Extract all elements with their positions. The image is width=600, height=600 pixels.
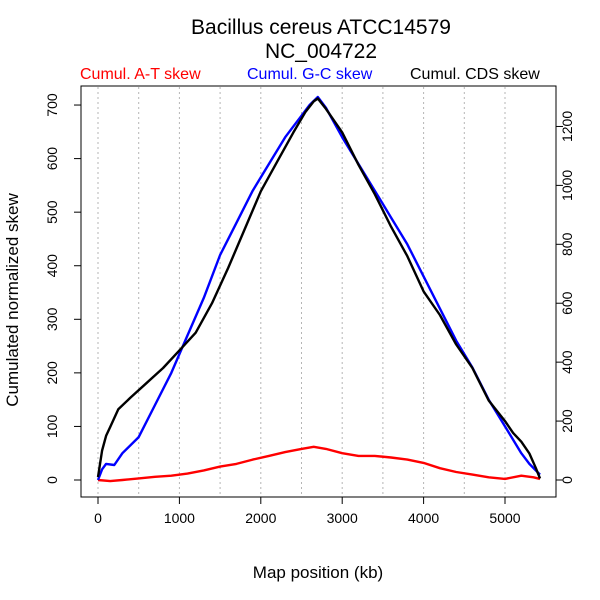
legend-gc-skew: Cumul. G-C skew bbox=[247, 66, 373, 83]
series-group bbox=[96, 95, 542, 483]
y-axis-left: 0 100 200 300 400 500 600 700 bbox=[44, 93, 81, 484]
grid-lines bbox=[97, 87, 506, 496]
x-tick-label: 5000 bbox=[489, 510, 520, 526]
y-right-tick-label: 400 bbox=[559, 350, 575, 374]
y-right-tick-label: 800 bbox=[559, 232, 575, 256]
at-skew-line bbox=[97, 445, 541, 483]
x-axis: 0 1000 2000 3000 4000 5000 bbox=[94, 497, 521, 526]
y-right-tick-label: 600 bbox=[559, 291, 575, 315]
y-left-tick-label: 500 bbox=[44, 200, 60, 224]
y-left-tick-label: 0 bbox=[44, 476, 60, 484]
cds-skew-line bbox=[96, 97, 542, 479]
y-left-tick-label: 300 bbox=[44, 307, 60, 331]
y-left-tick-label: 600 bbox=[44, 147, 60, 171]
y-left-tick-label: 200 bbox=[44, 361, 60, 385]
x-tick-label: 1000 bbox=[164, 510, 195, 526]
y-right-tick-label: 1200 bbox=[559, 111, 575, 142]
x-tick-label: 0 bbox=[94, 510, 102, 526]
x-tick-label: 2000 bbox=[245, 510, 276, 526]
x-tick-label: 4000 bbox=[408, 510, 439, 526]
y-right-tick-label: 200 bbox=[559, 409, 575, 433]
x-axis-label: Map position (kb) bbox=[253, 563, 383, 582]
gc-skew-line bbox=[96, 95, 541, 481]
chart-title: Bacillus cereus ATCC14579 bbox=[191, 16, 451, 39]
plot-frame bbox=[80, 85, 557, 498]
y-left-tick-label: 400 bbox=[44, 254, 60, 278]
y-axis-right: 0 200 400 600 800 1000 1200 bbox=[556, 111, 575, 484]
y-right-tick-label: 1000 bbox=[559, 170, 575, 201]
y-left-tick-label: 700 bbox=[44, 93, 60, 117]
y-right-tick-label: 0 bbox=[559, 476, 575, 484]
y-left-tick-label: 100 bbox=[44, 415, 60, 439]
x-tick-label: 3000 bbox=[327, 510, 358, 526]
legend-cds-skew: Cumul. CDS skew bbox=[410, 66, 540, 83]
y-axis-label: Cumulated normalized skew bbox=[3, 193, 22, 407]
legend-at-skew: Cumul. A-T skew bbox=[80, 66, 201, 83]
chart-subtitle: NC_004722 bbox=[265, 40, 377, 63]
